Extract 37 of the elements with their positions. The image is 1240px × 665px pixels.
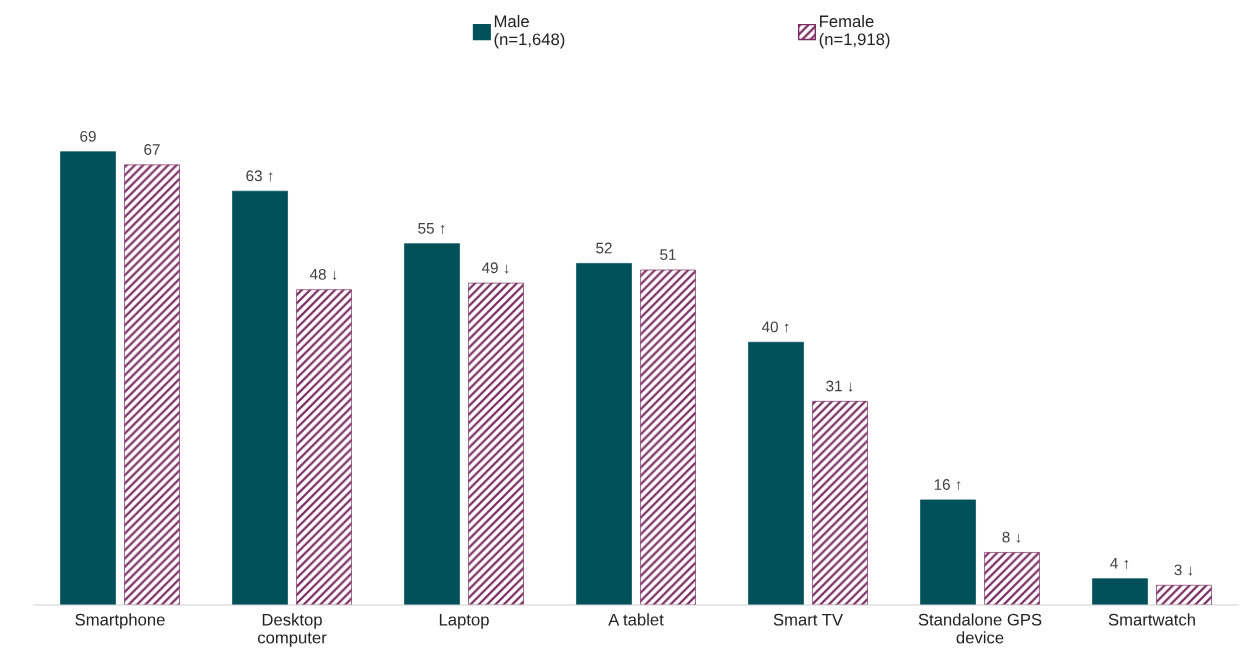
x-tick-label: Standalone GPS device xyxy=(918,613,1042,644)
data-label: 16 ↑ xyxy=(934,479,961,491)
bar xyxy=(812,401,868,605)
x-tick-label: Smartphone xyxy=(75,613,165,629)
data-label: 49 ↓ xyxy=(481,262,509,274)
data-label: 4 ↑ xyxy=(1110,558,1129,570)
data-label: 63 ↑ xyxy=(246,170,273,182)
data-label: 51 xyxy=(660,249,676,261)
legend-label: Male (n=1,648) xyxy=(494,15,565,49)
x-tick-label: Laptop xyxy=(439,613,489,629)
data-label: 48 ↓ xyxy=(309,268,337,281)
bar xyxy=(748,341,804,605)
bar xyxy=(984,552,1040,605)
x-tick-label: Smart TV xyxy=(773,613,843,626)
legend-label: Female (n=1,918) xyxy=(819,15,890,49)
data-label: 31 ↓ xyxy=(826,380,853,392)
data-label: 69 xyxy=(80,130,96,142)
data-label: 67 xyxy=(144,144,160,155)
bar xyxy=(920,499,976,605)
data-label: 3 ↓ xyxy=(1174,564,1193,576)
bar xyxy=(404,243,460,605)
bar xyxy=(640,269,696,605)
bar xyxy=(232,190,288,605)
bar xyxy=(1156,584,1212,605)
data-label: 8 ↓ xyxy=(1002,531,1021,543)
bar xyxy=(60,151,116,605)
bar xyxy=(296,289,352,605)
bar xyxy=(468,282,524,605)
bar xyxy=(1092,578,1148,605)
bar xyxy=(576,263,632,605)
bar xyxy=(124,164,180,605)
x-tick-label: A tablet xyxy=(608,613,664,626)
data-label: 40 ↑ xyxy=(761,321,789,333)
x-tick-label: Desktop computer xyxy=(257,613,327,647)
data-label: 55 ↑ xyxy=(418,223,445,235)
data-label: 52 xyxy=(596,242,612,254)
x-tick-label: Smartwatch xyxy=(1108,613,1195,626)
